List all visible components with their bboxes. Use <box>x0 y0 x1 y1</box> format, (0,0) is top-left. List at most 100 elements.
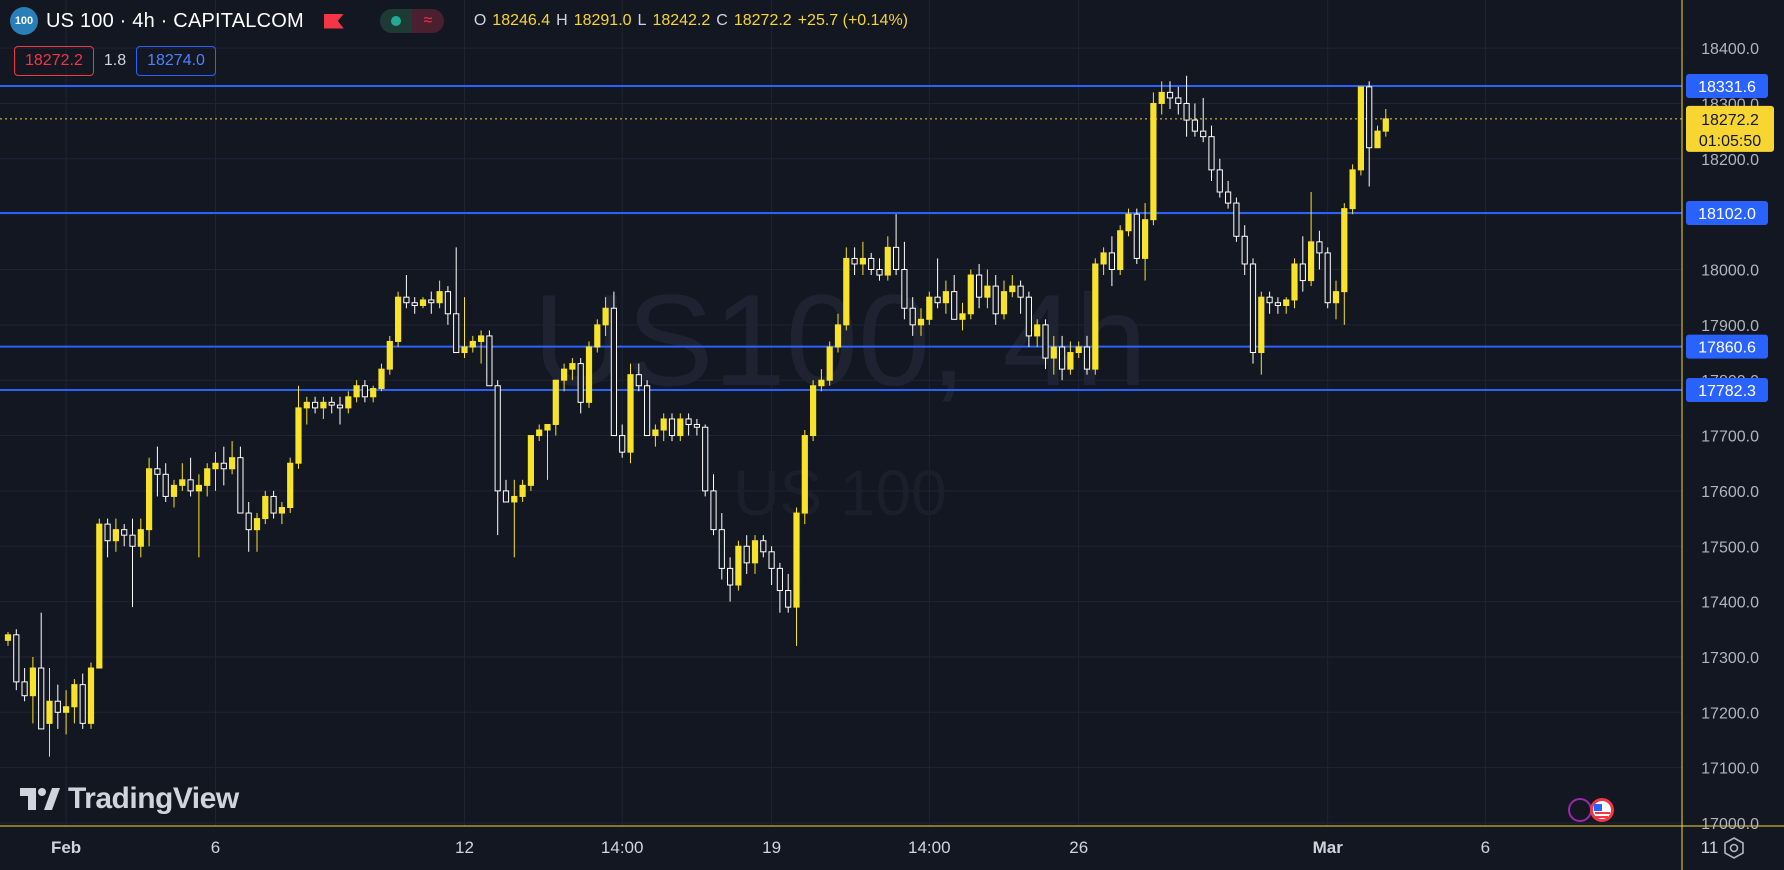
candle-body <box>527 435 534 486</box>
candle-body <box>652 429 659 437</box>
candle-body <box>494 385 501 492</box>
candle-body <box>519 484 526 497</box>
candle-body <box>951 291 958 320</box>
candle-body <box>735 545 742 586</box>
candle <box>793 507 800 646</box>
candle-body <box>718 529 725 569</box>
candle <box>768 546 775 585</box>
candle-body <box>486 335 493 387</box>
candle <box>386 335 393 375</box>
candle <box>1366 81 1373 187</box>
sell-price-button[interactable]: 18272.2 <box>14 46 94 76</box>
candle-body <box>1142 219 1149 259</box>
candle-body <box>461 346 468 354</box>
candle <box>602 297 609 336</box>
candle-body <box>453 313 460 354</box>
candle-body <box>793 512 800 608</box>
wave-icon: ≈ <box>411 9 444 33</box>
candle <box>195 474 203 558</box>
candle <box>876 258 883 281</box>
candle <box>776 562 783 613</box>
candle <box>237 446 244 514</box>
candle <box>644 380 651 437</box>
candle <box>253 513 261 552</box>
candle-body <box>976 274 983 298</box>
candle-body <box>826 346 833 381</box>
candle <box>884 236 891 281</box>
candles <box>4 75 1389 757</box>
candle-body <box>1374 130 1381 149</box>
flag-icon[interactable] <box>323 13 344 29</box>
candle <box>21 668 28 702</box>
candle-body <box>1117 230 1124 271</box>
settings-icon[interactable] <box>1722 836 1746 860</box>
candle <box>403 275 410 309</box>
candle <box>1200 97 1207 143</box>
candle-body <box>1241 235 1248 265</box>
us-flag-icon[interactable] <box>1566 796 1624 824</box>
candle-body <box>320 401 327 409</box>
symbol-badge[interactable]: 100 <box>10 7 38 35</box>
candle-body <box>934 296 941 304</box>
candle-body <box>146 468 153 531</box>
x-tick-label: Feb <box>51 838 81 857</box>
candle-body <box>411 302 418 306</box>
candle <box>893 214 900 276</box>
candle <box>1341 203 1348 325</box>
x-tick-label: 14:00 <box>601 838 644 857</box>
candle-body <box>801 435 808 514</box>
candle-body <box>436 291 443 304</box>
candle <box>751 535 759 574</box>
candle <box>1050 335 1057 375</box>
candle <box>1025 291 1033 347</box>
candle-body <box>884 246 891 276</box>
x-tick-label: 14:00 <box>908 838 951 857</box>
candle-body <box>112 529 120 542</box>
high-key: H <box>556 12 568 29</box>
candle-body <box>1266 296 1273 304</box>
symbol-title[interactable]: US 100 · 4h · CAPITALCOM <box>46 9 304 32</box>
tradingview-logo[interactable]: TradingView <box>20 782 239 816</box>
candle <box>1009 275 1016 298</box>
change-value: +25.7 (+0.14%) <box>797 12 908 29</box>
candle-body <box>245 512 252 531</box>
candle <box>1308 192 1315 287</box>
last-price-tag <box>1686 105 1774 152</box>
candle <box>1216 158 1223 198</box>
market-status-pill[interactable]: ≈ <box>379 9 444 33</box>
bar-countdown-label: 01:05:50 <box>1699 133 1761 150</box>
candle <box>1324 247 1331 309</box>
candle <box>1374 125 1381 149</box>
low-key: L <box>637 12 647 29</box>
candle-body <box>1150 102 1157 221</box>
buy-price-button[interactable]: 18274.0 <box>136 46 216 76</box>
candle <box>1349 164 1356 215</box>
candle-body <box>96 523 103 669</box>
candle-body <box>602 307 609 326</box>
candle-body <box>785 590 792 608</box>
candle <box>104 518 111 558</box>
candle <box>727 557 734 602</box>
market-open-icon <box>379 9 412 33</box>
candle <box>511 479 518 558</box>
candle <box>486 330 493 387</box>
candle-body <box>353 385 360 398</box>
candle-body <box>1308 241 1315 282</box>
candle-body <box>868 257 875 270</box>
candle <box>287 457 294 514</box>
level-price-tag <box>1686 377 1768 402</box>
candle-body <box>1133 213 1140 259</box>
candle-body <box>627 374 634 453</box>
candle-body <box>668 418 676 437</box>
y-tick-label: 18000.0 <box>1701 263 1759 280</box>
candle <box>469 335 476 353</box>
level-price-tag <box>1686 73 1768 98</box>
candle <box>851 247 858 276</box>
candle <box>262 490 269 525</box>
candle <box>179 463 186 491</box>
candle <box>353 380 360 403</box>
candle <box>652 424 659 447</box>
candle-body <box>1357 86 1365 171</box>
